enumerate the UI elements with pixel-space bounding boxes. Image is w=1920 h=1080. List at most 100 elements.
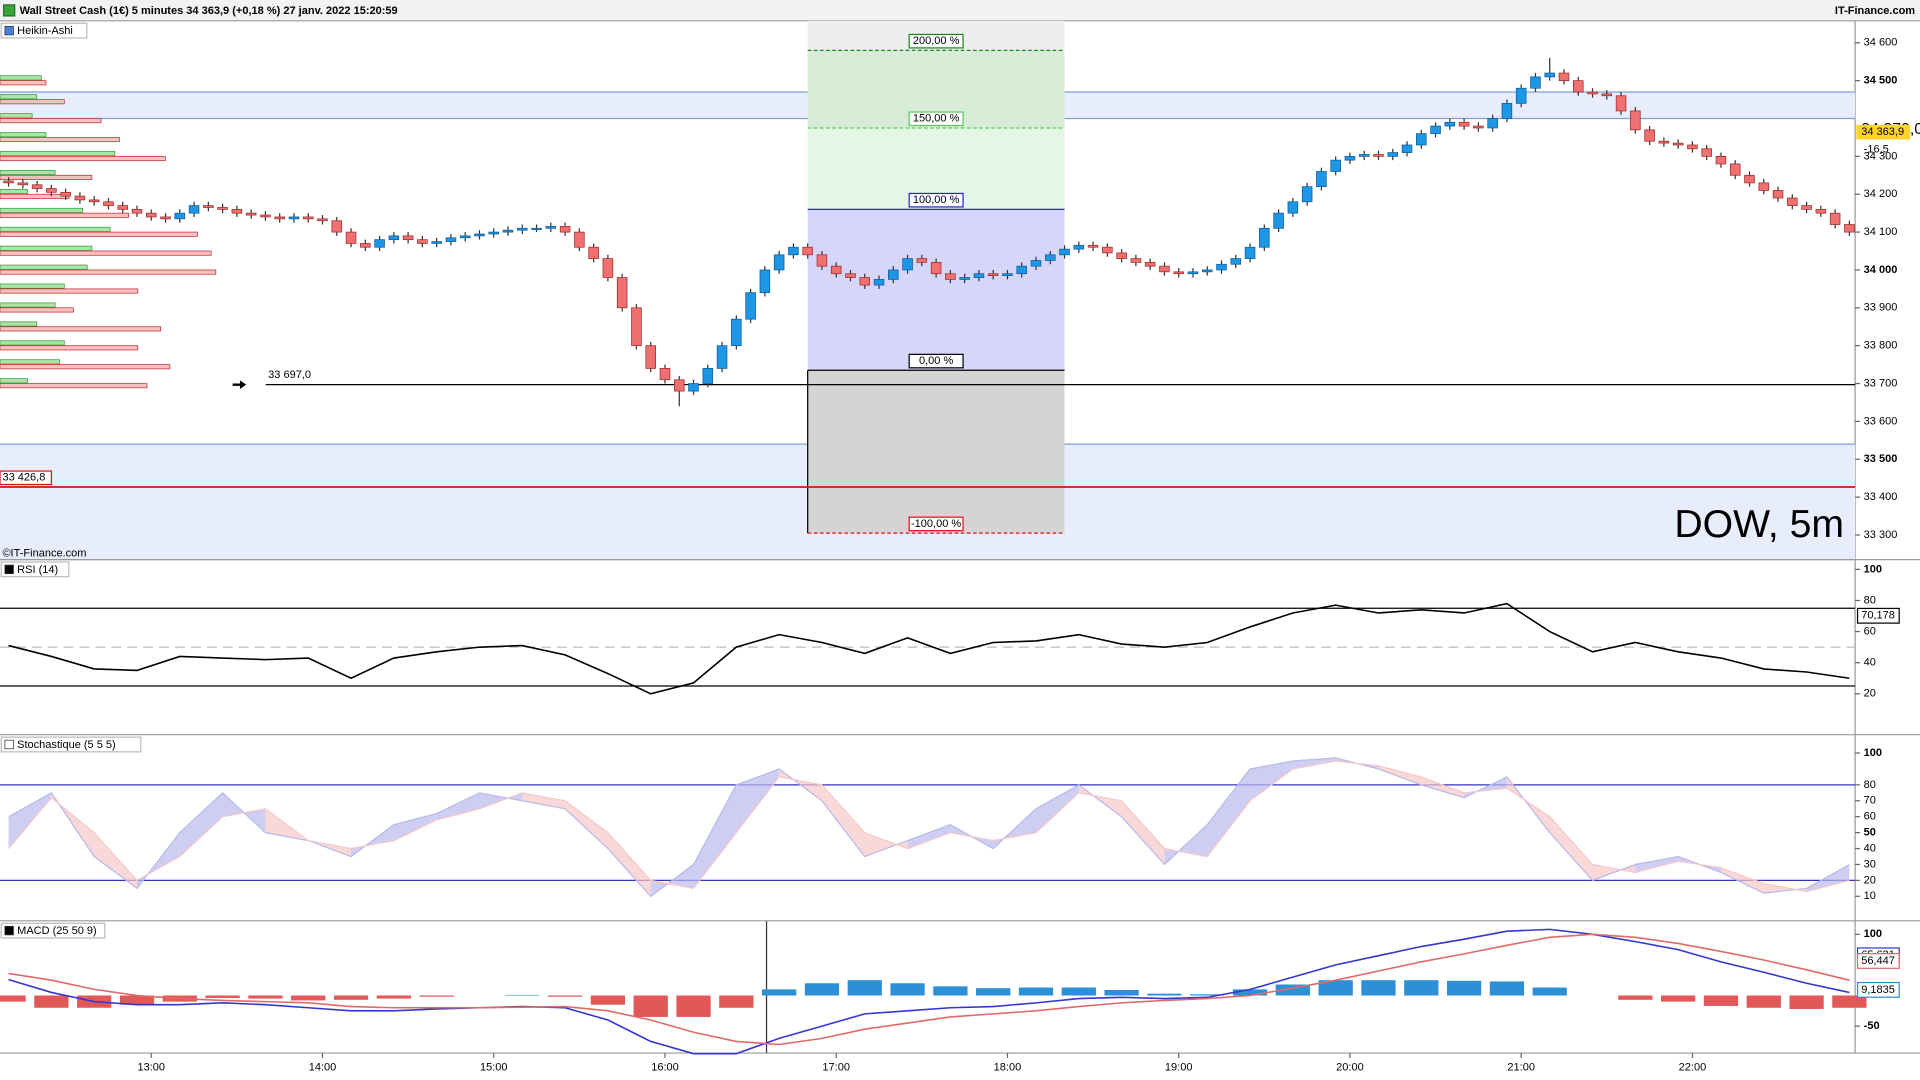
histogram-bar [1190, 994, 1225, 996]
watermark: DOW, 5m [1674, 503, 1844, 546]
volume-buy [0, 94, 38, 100]
candle-body [1059, 248, 1070, 256]
candle-body [231, 209, 243, 214]
x-tick-label: 19:00 [1165, 1062, 1193, 1074]
band-fill [1720, 867, 1764, 894]
x-tick-label: 22:00 [1679, 1062, 1707, 1074]
candle-body [1772, 190, 1784, 199]
volume-sell [0, 212, 129, 218]
band-fill [864, 832, 908, 857]
candle-body [574, 231, 585, 248]
copyright: ©IT-Finance.com [2, 547, 86, 559]
band-fill [393, 813, 437, 841]
candle-body [773, 254, 785, 271]
band-fill [736, 768, 780, 833]
panel-title-icon [4, 925, 14, 936]
candle-body [288, 216, 300, 220]
candle-body [1758, 182, 1770, 191]
indicator-line [8, 760, 1850, 893]
x-tick-label: 18:00 [994, 1062, 1022, 1074]
candle-body [1387, 152, 1399, 157]
histogram-bar [1361, 980, 1396, 996]
volume-buy [0, 378, 28, 384]
candle-body [1558, 72, 1570, 82]
y-tick-label: 10 [1864, 890, 1876, 902]
y-tick-label: 100 [1864, 747, 1882, 759]
histogram-bar [205, 995, 240, 998]
y-tick-label: 40 [1864, 657, 1876, 669]
band-fill [607, 832, 651, 897]
histogram-bar [804, 983, 840, 996]
candle-body [1515, 87, 1527, 104]
band-fill [1378, 765, 1422, 785]
volume-sell [0, 99, 65, 105]
y-tick-label: 30 [1864, 858, 1876, 870]
candle-body [1116, 252, 1127, 259]
candle-body [1815, 209, 1827, 214]
candle-body [1416, 133, 1427, 146]
candle-body [816, 254, 828, 267]
histogram-bar [1532, 987, 1567, 996]
volume-buy [0, 188, 28, 194]
histogram-bar [590, 995, 626, 1005]
panel-title-box [0, 736, 142, 753]
y-tick-label: 100 [1864, 563, 1882, 575]
candle-body [459, 235, 471, 239]
header-icon [3, 4, 16, 17]
volume-sell [0, 307, 74, 313]
price-line-label: 33 697,0 [268, 369, 311, 381]
x-tick-label: 14:00 [309, 1062, 337, 1074]
candle-body [1601, 93, 1613, 97]
x-tick-label: 21:00 [1507, 1062, 1535, 1074]
candle-body [1572, 80, 1584, 93]
histogram-bar [1147, 993, 1182, 996]
volume-sell [0, 80, 47, 86]
candle-body [645, 345, 656, 369]
candle-body [360, 243, 371, 248]
candle-body [1187, 271, 1199, 275]
y-tick-label: 34 200 [1864, 188, 1898, 200]
volume-sell [0, 137, 120, 143]
candle-body [973, 273, 985, 278]
value-label: 70,178 [1861, 610, 1895, 622]
candle-body [1287, 201, 1299, 214]
histogram-bar [1703, 995, 1739, 1006]
candle-body [445, 237, 457, 242]
volume-sell [0, 326, 162, 332]
band-fill [179, 792, 223, 857]
candle-body [374, 239, 385, 248]
price-line-label: 33 426,8 [2, 472, 45, 484]
candle-body [716, 345, 728, 369]
candle-body [1844, 224, 1855, 233]
candle-body [188, 205, 200, 214]
candle-body [103, 201, 114, 206]
candle-body [1501, 102, 1513, 119]
candle-body [859, 277, 871, 286]
candle-body [1787, 197, 1798, 206]
projection-label: 0,00 % [919, 355, 954, 367]
volume-buy [0, 359, 61, 365]
candle-body [160, 216, 171, 220]
candle-body [1715, 155, 1727, 165]
y-tick-label: 20 [1864, 874, 1876, 886]
band-fill [436, 792, 480, 820]
candle-body [1358, 154, 1370, 157]
x-tick-label: 15:00 [480, 1062, 508, 1074]
histogram-bar [0, 995, 26, 1002]
candle-body [845, 273, 856, 278]
projection-label-box [908, 516, 964, 532]
y-tick-label: 33 500 [1864, 453, 1898, 465]
projection-label: -100,00 % [911, 518, 961, 530]
band-fill [8, 792, 52, 849]
candle-body [602, 258, 614, 278]
candle-body [31, 184, 43, 189]
volume-sell [0, 383, 148, 389]
volume-sell [0, 288, 139, 294]
candle-body [88, 199, 100, 203]
panel-title-icon [4, 25, 14, 36]
candle-body [1430, 125, 1441, 135]
volume-buy [0, 264, 88, 270]
histogram-bar [1275, 984, 1310, 996]
histogram-bar [847, 980, 882, 996]
candle-body [1615, 95, 1627, 112]
